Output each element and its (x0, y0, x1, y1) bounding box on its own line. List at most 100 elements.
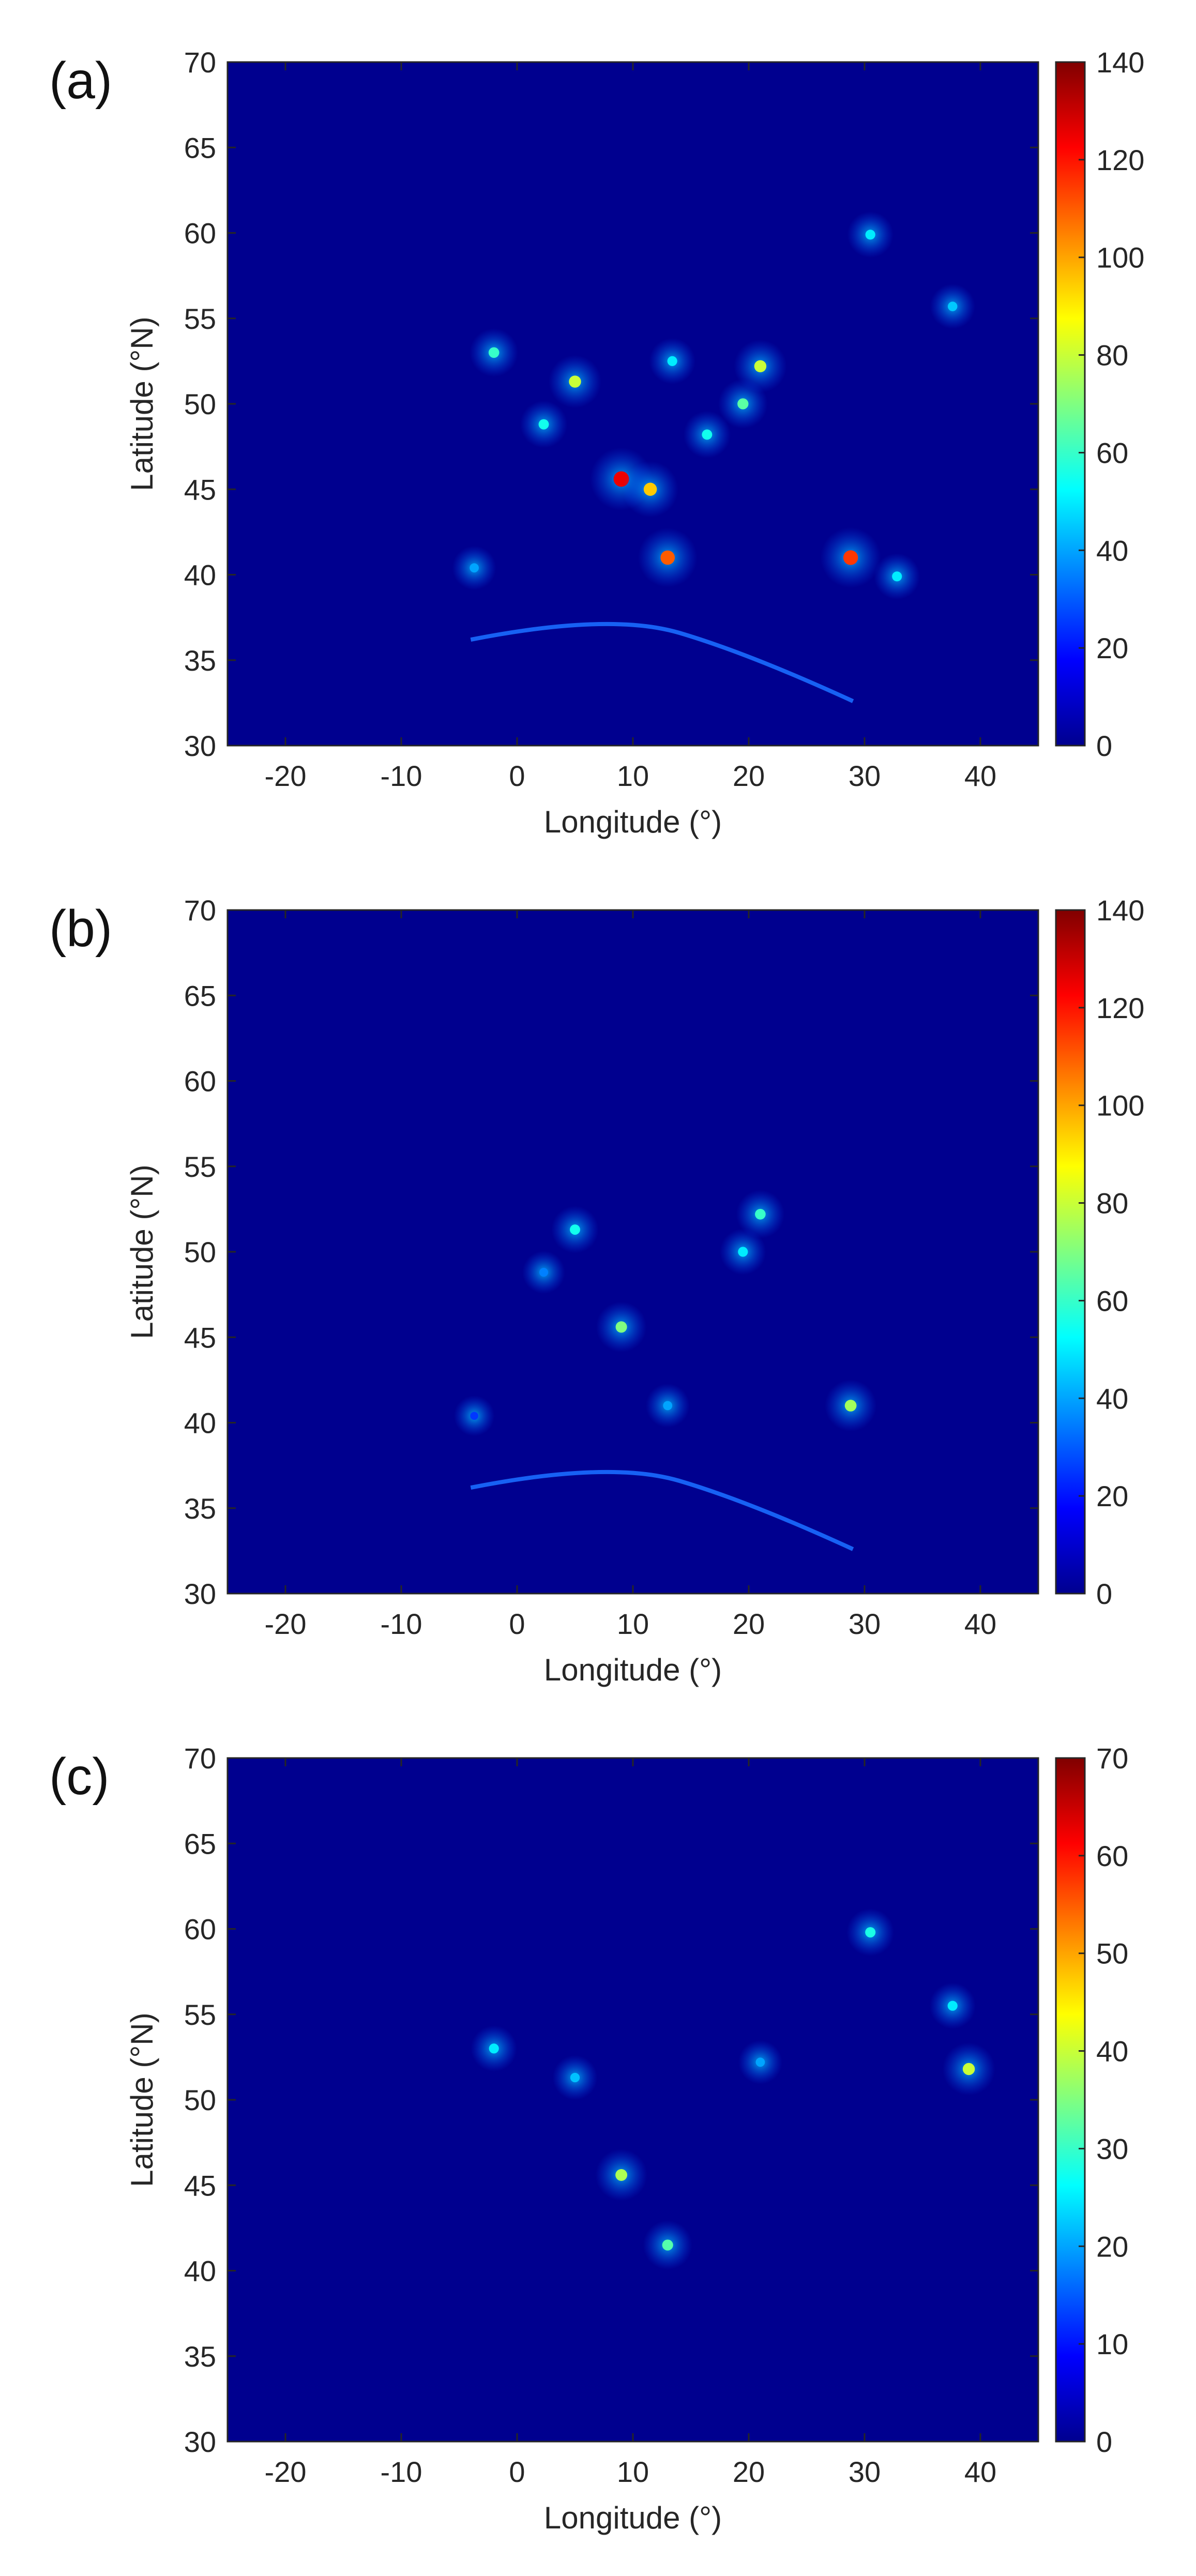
heatmap-content (471, 1908, 995, 2270)
colorbar-tick-label: 50 (1096, 1937, 1128, 1970)
x-axis-label: Longitude (°) (544, 805, 722, 839)
x-tick-label: -10 (381, 2456, 422, 2488)
shipping-lane-mark (470, 622, 854, 703)
heatmap-content (452, 211, 975, 703)
colorbar-tick-label: 120 (1096, 144, 1144, 176)
colorbar-tick-label: 60 (1096, 1284, 1128, 1317)
colorbar-tick-label: 60 (1096, 436, 1128, 469)
x-tick-label: 0 (509, 1608, 525, 1640)
x-tick-label: 10 (617, 2456, 649, 2488)
y-tick-label: 55 (184, 1150, 216, 1183)
hotspot-point (470, 1412, 478, 1420)
colorbar-tick-label: 120 (1096, 992, 1144, 1024)
y-tick-label: 30 (184, 1578, 216, 1610)
heatmap-content (453, 1190, 877, 1551)
panel-label: (b) (49, 900, 112, 958)
y-tick-label: 30 (184, 2426, 216, 2458)
shipping-lane-mark (470, 1469, 854, 1551)
colorbar-tick-label: 80 (1096, 339, 1128, 372)
hotspot-point (470, 563, 479, 573)
hotspot-point (702, 429, 713, 440)
plot-area (228, 62, 1038, 746)
x-tick-label: 30 (849, 1608, 881, 1640)
colorbar-tick-label: 140 (1096, 894, 1144, 927)
hotspot-point (754, 360, 767, 373)
colorbar-tick-label: 70 (1096, 1742, 1128, 1775)
colorbar-tick-label: 80 (1096, 1187, 1128, 1220)
colorbar-tick-label: 0 (1096, 2426, 1112, 2458)
colorbar-tick-label: 100 (1096, 241, 1144, 274)
y-tick-label: 65 (184, 131, 216, 164)
colorbar-tick-label: 20 (1096, 632, 1128, 664)
y-tick-label: 40 (184, 1407, 216, 1439)
y-tick-label: 40 (184, 2255, 216, 2287)
hotspot-point (737, 398, 749, 410)
y-tick-label: 40 (184, 559, 216, 592)
x-tick-label: -20 (265, 2456, 307, 2488)
hotspot-point (865, 230, 875, 240)
x-tick-label: 20 (733, 2456, 765, 2488)
y-tick-label: 60 (184, 1065, 216, 1098)
x-tick-label: -10 (381, 760, 422, 792)
hotspot-point (615, 2169, 628, 2181)
y-tick-label: 60 (184, 217, 216, 250)
hotspot-point (538, 419, 549, 430)
colorbar-tick-label: 30 (1096, 2132, 1128, 2165)
y-tick-label: 60 (184, 1913, 216, 1946)
y-tick-label: 35 (184, 1492, 216, 1525)
colorbar-tick-label: 0 (1096, 730, 1112, 762)
y-tick-label: 35 (184, 644, 216, 677)
hotspot-point (844, 1400, 857, 1412)
x-axis-label: Longitude (°) (544, 1653, 722, 1687)
colorbar-tick-label: 100 (1096, 1089, 1144, 1122)
x-tick-label: -20 (265, 1608, 307, 1640)
x-tick-label: 0 (509, 760, 525, 792)
x-tick-label: 30 (849, 2456, 881, 2488)
y-tick-label: 45 (184, 2169, 216, 2202)
colorbar-tick-label: 0 (1096, 1578, 1112, 1610)
y-tick-label: 70 (184, 1742, 216, 1775)
hotspot-point (947, 2001, 958, 2011)
y-tick-label: 65 (184, 1827, 216, 1860)
x-tick-label: -20 (265, 760, 307, 792)
colorbar-tick-label: 10 (1096, 2328, 1128, 2360)
x-tick-label: 40 (964, 1608, 996, 1640)
colorbar-tick-label: 60 (1096, 1840, 1128, 1872)
hotspot-point (843, 550, 858, 565)
hotspot-point (660, 550, 675, 565)
hotspot-point (570, 2072, 580, 2083)
y-axis-label: Latitude (°N) (125, 2012, 159, 2187)
hotspot-point (569, 375, 581, 388)
panel-b: -20 -10 0 10 20 30 40 30 35 40 45 50 55 60 65 70 Longitu… (49, 894, 1144, 1687)
y-tick-label: 65 (184, 979, 216, 1012)
x-axis-label: Longitude (°) (544, 2501, 722, 2535)
colorbar-tick-label: 20 (1096, 2230, 1128, 2263)
colorbar (1055, 61, 1086, 747)
plot-area (228, 1758, 1038, 2442)
colorbar (1055, 909, 1086, 1595)
y-tick-label: 35 (184, 2340, 216, 2373)
panel-label: (c) (49, 1748, 110, 1806)
hotspot-point (755, 1209, 766, 1220)
x-tick-label: 40 (964, 2456, 996, 2488)
x-tick-label: 20 (733, 1608, 765, 1640)
y-tick-label: 55 (184, 302, 216, 335)
hotspot-point (539, 1268, 549, 1277)
y-tick-label: 50 (184, 1236, 216, 1268)
hotspot-point (738, 1247, 748, 1257)
hotspot-point (643, 482, 657, 496)
hotspot-point (948, 301, 958, 311)
panel-a: -20 -10 0 10 20 30 40 30 35 40 45 50 55 60 65 70 Longitu… (49, 46, 1144, 839)
y-axis-label: Latitude (°N) (125, 316, 159, 491)
colorbar-tick-label: 140 (1096, 46, 1144, 79)
y-tick-label: 55 (184, 1998, 216, 2031)
y-tick-label: 45 (184, 1321, 216, 1354)
hotspot-point (865, 1927, 876, 1938)
colorbar-tick-label: 40 (1096, 1382, 1128, 1415)
x-tick-label: 10 (617, 1608, 649, 1640)
colorbar-tick-label: 20 (1096, 1480, 1128, 1512)
x-tick-label: 30 (849, 760, 881, 792)
y-tick-label: 30 (184, 730, 216, 762)
panel-label: (a) (49, 52, 112, 110)
colorbar-tick-label: 40 (1096, 534, 1128, 567)
